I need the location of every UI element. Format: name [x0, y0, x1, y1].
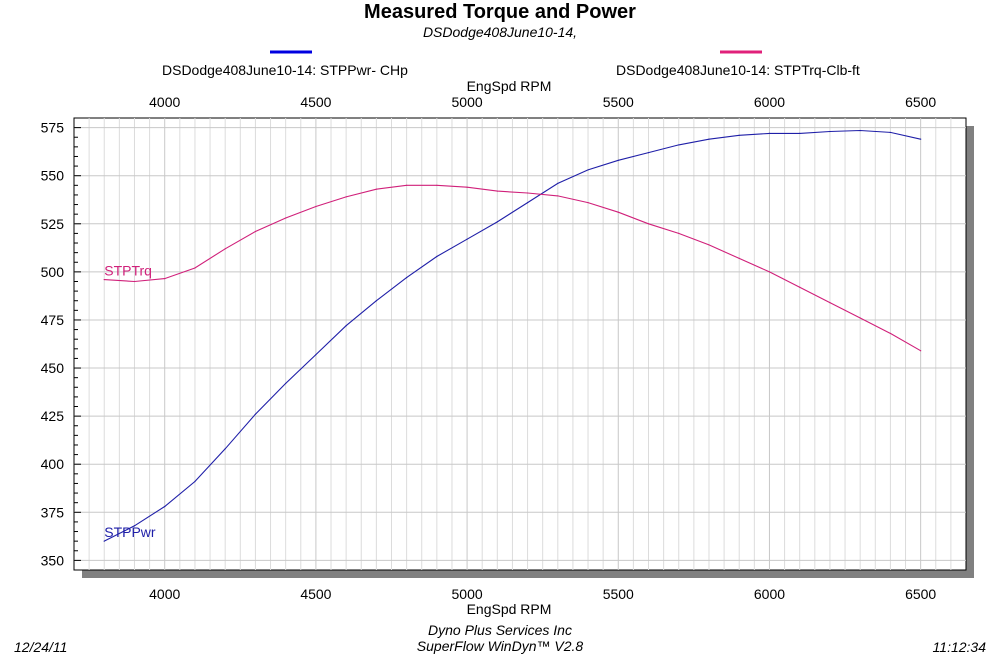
data-point-power [920, 138, 922, 140]
data-point-torque [345, 196, 347, 198]
data-point-power [133, 525, 136, 527]
plot-shadow-right [966, 126, 974, 578]
legend-entry-torque: DSDodge408June10-14: STPTrq-Clb-ft [616, 62, 860, 78]
data-point-torque [647, 223, 650, 225]
y-tick-label: 575 [41, 120, 65, 136]
x-tick-label-top: 4500 [300, 94, 331, 110]
series-label-torque: STPTrq [104, 263, 152, 279]
x-axis-label-bottom: EngSpd RPM [466, 601, 552, 617]
data-point-power [406, 277, 408, 279]
data-point-power [708, 138, 710, 140]
data-point-torque [315, 205, 317, 208]
x-tick-label-top: 6500 [905, 94, 936, 110]
x-tick-label-top: 5500 [603, 94, 634, 110]
data-point-torque [466, 186, 468, 188]
data-point-power [224, 448, 226, 450]
data-point-torque [436, 184, 438, 186]
plot-area [73, 117, 967, 571]
data-point-torque [224, 248, 226, 250]
data-point-torque [920, 350, 922, 352]
data-point-power [678, 144, 680, 146]
data-point-power [466, 238, 468, 240]
data-point-torque [738, 257, 740, 260]
chart-title: Measured Torque and Power [364, 1, 636, 23]
data-point-power [617, 159, 619, 161]
data-point-torque [617, 211, 619, 213]
data-point-power [526, 202, 529, 204]
footer-date: 12/24/11 [14, 639, 68, 655]
chart-subtitle: DSDodge408June10-14, [422, 24, 578, 40]
x-tick-label-bottom: 5000 [452, 586, 483, 602]
series-line-power [103, 129, 921, 542]
data-point-power [285, 382, 287, 385]
data-point-torque [285, 217, 287, 219]
data-point-power [799, 132, 801, 134]
data-point-torque [526, 192, 529, 194]
x-tick-label-bottom: 6000 [754, 586, 785, 602]
data-point-torque [254, 230, 257, 233]
y-tick-label: 375 [41, 504, 65, 520]
data-point-power [738, 134, 740, 136]
y-tick-label: 525 [41, 216, 65, 232]
data-point-torque [859, 317, 861, 319]
data-point-power [496, 221, 498, 223]
x-tick-label-bottom: 4500 [300, 586, 331, 602]
y-tick-label: 450 [41, 360, 65, 376]
y-tick-label: 425 [41, 408, 65, 424]
y-tick-label: 475 [41, 312, 65, 328]
data-point-torque [557, 195, 559, 197]
data-point-torque [103, 278, 105, 281]
data-point-power [164, 505, 166, 508]
y-tick-label: 500 [41, 264, 65, 280]
plot-shadow-bottom [82, 570, 974, 578]
data-point-power [647, 152, 650, 154]
y-tick-label: 550 [41, 168, 65, 184]
data-point-torque [678, 232, 680, 235]
data-point-torque [164, 278, 166, 280]
footer-software: SuperFlow WinDyn™ V2.8 [416, 638, 584, 654]
y-tick-label: 350 [41, 552, 65, 568]
data-point-power [315, 353, 317, 356]
data-point-power [375, 300, 377, 302]
x-tick-label-bottom: 6500 [905, 586, 936, 602]
data-point-torque [133, 280, 136, 283]
legend-entry-power: DSDodge408June10-14: STPPwr- CHp [162, 62, 408, 78]
x-tick-label-top: 6000 [754, 94, 785, 110]
data-point-power [194, 480, 196, 483]
series-line-torque [104, 184, 921, 352]
data-point-power [557, 182, 559, 184]
footer-company: Dyno Plus Services Inc [428, 622, 572, 638]
data-point-torque [406, 184, 408, 186]
data-point-power [436, 255, 438, 258]
data-point-torque [799, 286, 801, 288]
x-tick-label-bottom: 4000 [149, 586, 180, 602]
data-point-power [859, 129, 861, 132]
data-point-torque [587, 202, 589, 204]
data-point-torque [708, 244, 710, 246]
data-point-torque [768, 271, 771, 273]
data-point-torque [889, 332, 892, 335]
x-tick-label-top: 5000 [452, 94, 483, 110]
data-point-torque [375, 188, 377, 190]
data-point-power [768, 132, 771, 134]
x-tick-label-top: 4000 [149, 94, 180, 110]
footer-time: 11:12:34 [932, 639, 986, 655]
data-point-power [254, 413, 257, 415]
data-point-torque [194, 267, 196, 269]
y-tick-label: 400 [41, 456, 65, 472]
data-point-power [345, 325, 347, 327]
data-point-power [103, 540, 105, 542]
data-point-torque [829, 302, 831, 304]
data-point-power [587, 169, 589, 171]
x-axis-label-top: EngSpd RPM [466, 78, 552, 94]
series-label-power: STPPwr [104, 524, 156, 540]
data-point-power [889, 131, 892, 134]
data-point-power [829, 130, 831, 133]
data-point-torque [496, 190, 498, 192]
x-tick-label-bottom: 5500 [603, 586, 634, 602]
